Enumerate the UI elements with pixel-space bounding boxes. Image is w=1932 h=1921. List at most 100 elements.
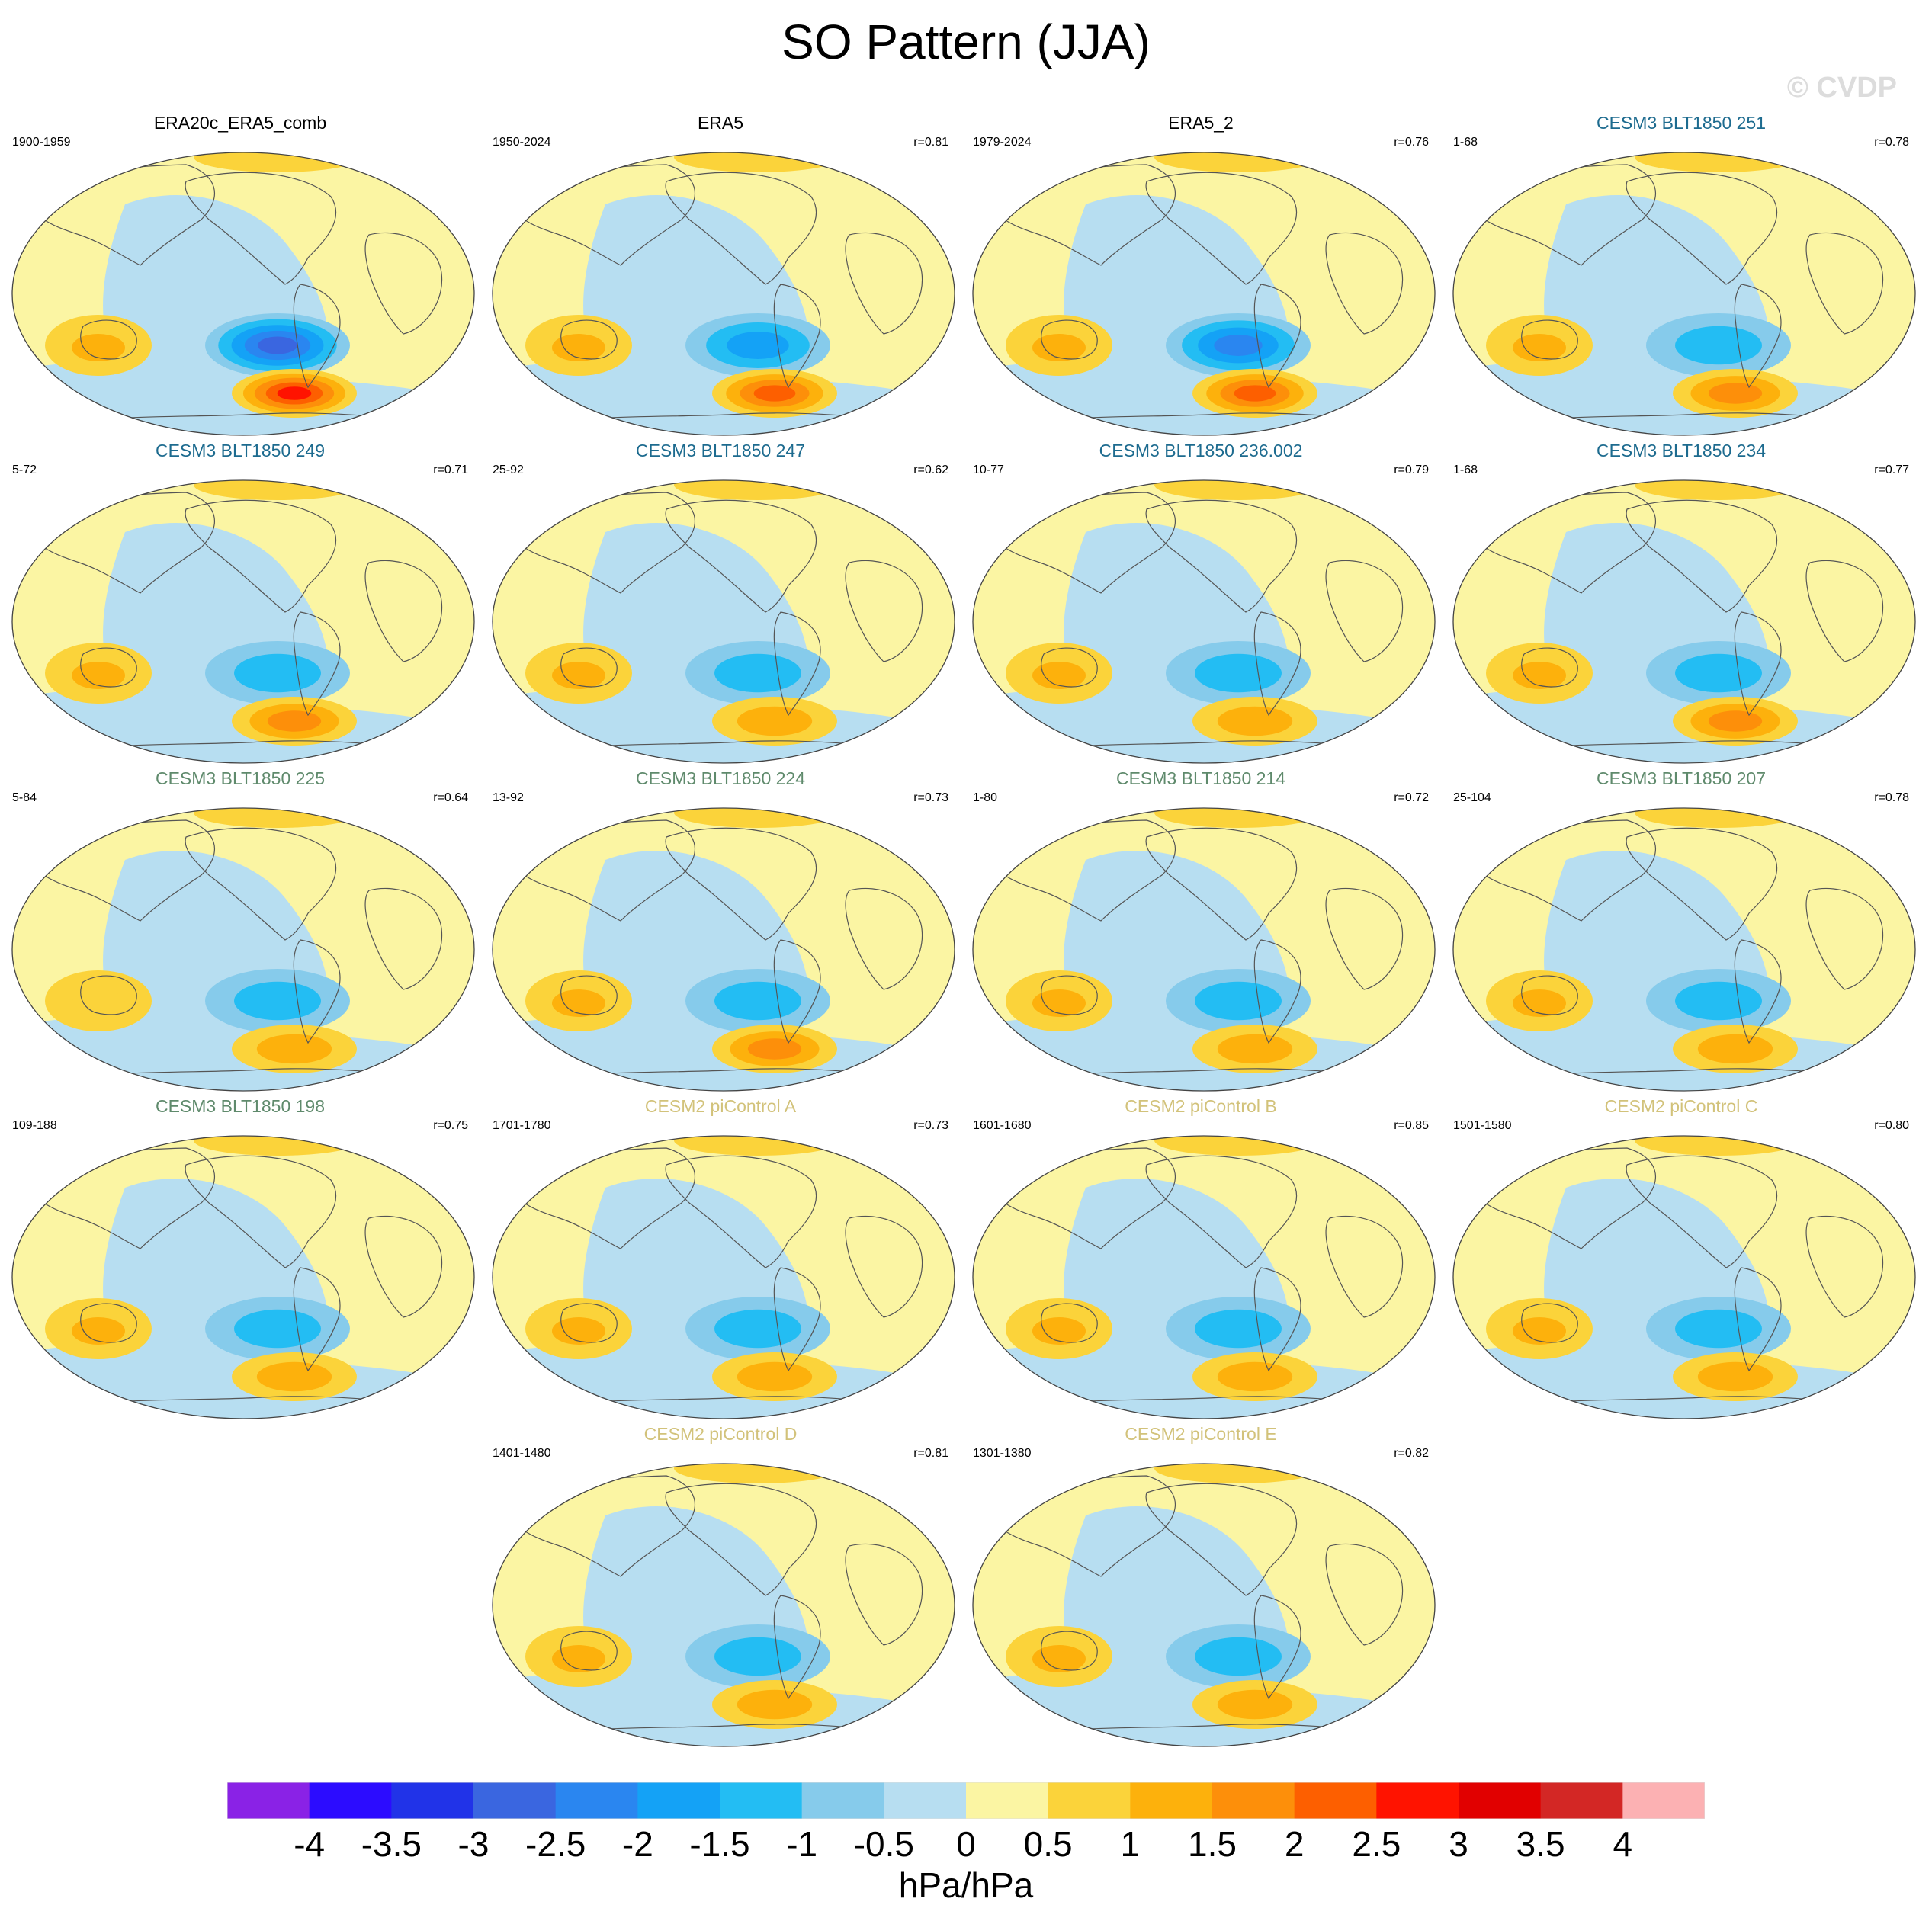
colorbar-box bbox=[966, 1782, 1049, 1819]
panel-title: ERA5 bbox=[697, 113, 744, 133]
colorbar-box bbox=[884, 1782, 967, 1819]
panel-title: CESM2 piControl C bbox=[1604, 1096, 1758, 1116]
colorbar-box bbox=[637, 1782, 720, 1819]
colorbar-units: hPa/hPa bbox=[898, 1865, 1034, 1905]
panel-period: 5-72 bbox=[12, 463, 37, 476]
map-panel: CESM3 BLT1850 224 13-92 r=0.73 bbox=[480, 768, 961, 1096]
colorbar-box bbox=[1376, 1782, 1459, 1819]
panel-period: 1-68 bbox=[1453, 136, 1478, 149]
colorbar-tick-label: -0.5 bbox=[853, 1824, 914, 1864]
colorbar-tick-label: 2 bbox=[1284, 1824, 1305, 1864]
map-panel: CESM3 BLT1850 249 5-72 r=0.71 bbox=[0, 441, 480, 768]
world-map bbox=[972, 1463, 1436, 1747]
world-map bbox=[972, 152, 1436, 436]
panel-correlation: r=0.80 bbox=[1874, 1119, 1909, 1132]
world-map bbox=[11, 479, 475, 764]
panel-title: CESM3 BLT1850 234 bbox=[1596, 441, 1767, 460]
panel-title: CESM3 BLT1850 224 bbox=[635, 768, 806, 788]
colorbar-tick-label: -3 bbox=[457, 1824, 489, 1864]
map-panel: CESM2 piControl D 1401-1480 r=0.81 bbox=[480, 1424, 961, 1752]
colorbar-box bbox=[1212, 1782, 1295, 1819]
panel-correlation: r=0.62 bbox=[913, 463, 948, 476]
panel-period: 25-92 bbox=[493, 463, 524, 476]
panel-period: 1601-1680 bbox=[973, 1119, 1032, 1132]
map-panel: CESM3 BLT1850 225 5-84 r=0.64 bbox=[0, 768, 480, 1096]
world-map bbox=[972, 1135, 1436, 1419]
colorbar-tick-label: 0.5 bbox=[1023, 1824, 1073, 1864]
panel-period: 1401-1480 bbox=[493, 1447, 551, 1460]
panel-correlation: r=0.76 bbox=[1394, 136, 1429, 149]
colorbar-box bbox=[473, 1782, 557, 1819]
world-map bbox=[1452, 807, 1916, 1092]
panel-title: ERA20c_ERA5_comb bbox=[153, 113, 327, 133]
colorbar-tick-label: 3.5 bbox=[1516, 1824, 1565, 1864]
panel-correlation: r=0.77 bbox=[1874, 463, 1909, 476]
figure-title: SO Pattern (JJA) bbox=[781, 14, 1151, 69]
panel-title: CESM3 BLT1850 236.002 bbox=[1099, 441, 1303, 460]
world-map bbox=[972, 807, 1436, 1092]
panel-period: 1900-1959 bbox=[12, 136, 71, 149]
colorbar-box bbox=[1459, 1782, 1542, 1819]
panel-period: 1950-2024 bbox=[493, 136, 551, 149]
panel-correlation: r=0.81 bbox=[913, 136, 948, 149]
watermark: © CVDP bbox=[1786, 72, 1897, 104]
colorbar-tick-label: 2.5 bbox=[1352, 1824, 1401, 1864]
world-map bbox=[492, 1135, 955, 1419]
panel-correlation: r=0.72 bbox=[1394, 791, 1429, 804]
world-map bbox=[1452, 479, 1916, 764]
world-map bbox=[1452, 1135, 1916, 1419]
panel-period: 25-104 bbox=[1453, 791, 1491, 804]
colorbar-box bbox=[1622, 1782, 1705, 1819]
panel-title: CESM3 BLT1850 198 bbox=[155, 1096, 326, 1116]
world-map bbox=[492, 1463, 955, 1747]
map-panel: CESM3 BLT1850 207 25-104 r=0.78 bbox=[1441, 768, 1921, 1096]
panel-period: 1-68 bbox=[1453, 463, 1478, 476]
panel-correlation: r=0.79 bbox=[1394, 463, 1429, 476]
panel-period: 1-80 bbox=[973, 791, 998, 804]
map-panel: CESM3 BLT1850 234 1-68 r=0.77 bbox=[1441, 441, 1921, 768]
colorbar-tick-label: 1 bbox=[1120, 1824, 1141, 1864]
colorbar-box bbox=[309, 1782, 392, 1819]
panel-period: 10-77 bbox=[973, 463, 1004, 476]
colorbar-tick-label: -3.5 bbox=[361, 1824, 422, 1864]
world-map bbox=[11, 807, 475, 1092]
panel-title: CESM3 BLT1850 247 bbox=[635, 441, 806, 460]
map-panel: CESM3 BLT1850 198 109-188 r=0.75 bbox=[0, 1096, 480, 1424]
panel-title: CESM3 BLT1850 225 bbox=[155, 768, 326, 788]
map-panel: CESM2 piControl B 1601-1680 r=0.85 bbox=[961, 1096, 1441, 1424]
colorbar-tick-label: -2 bbox=[621, 1824, 653, 1864]
colorbar-tick-label: -1.5 bbox=[689, 1824, 750, 1864]
panel-period: 109-188 bbox=[12, 1119, 57, 1132]
colorbar-tick-label: -4 bbox=[294, 1824, 326, 1864]
panel-title: CESM2 piControl D bbox=[643, 1424, 798, 1444]
colorbar-box bbox=[720, 1782, 803, 1819]
panel-correlation: r=0.71 bbox=[433, 463, 468, 476]
map-panel: CESM3 BLT1850 247 25-92 r=0.62 bbox=[480, 441, 961, 768]
panel-correlation: r=0.85 bbox=[1394, 1119, 1429, 1132]
colorbar-box bbox=[1294, 1782, 1377, 1819]
panel-title: ERA5_2 bbox=[1168, 113, 1234, 133]
world-map bbox=[11, 152, 475, 436]
colorbar-tick-label: -1 bbox=[786, 1824, 818, 1864]
panel-title: CESM3 BLT1850 251 bbox=[1596, 113, 1767, 133]
map-panel: ERA20c_ERA5_comb 1900-1959 bbox=[0, 113, 480, 441]
world-map bbox=[972, 479, 1436, 764]
panel-period: 1501-1580 bbox=[1453, 1119, 1512, 1132]
colorbar-box bbox=[227, 1782, 310, 1819]
world-map bbox=[492, 479, 955, 764]
colorbar-box bbox=[391, 1782, 474, 1819]
map-panel: CESM3 BLT1850 251 1-68 r=0.78 bbox=[1441, 113, 1921, 441]
map-panel: CESM2 piControl E 1301-1380 r=0.82 bbox=[961, 1424, 1441, 1752]
colorbar-tick-label: 3 bbox=[1449, 1824, 1468, 1864]
colorbar-tick-label: -2.5 bbox=[525, 1824, 586, 1864]
colorbar-tick-label: 0 bbox=[956, 1824, 976, 1864]
panel-title: CESM3 BLT1850 207 bbox=[1596, 768, 1767, 788]
colorbar-tick-label: 1.5 bbox=[1188, 1824, 1237, 1864]
world-map bbox=[492, 152, 955, 436]
map-panel: CESM2 piControl C 1501-1580 r=0.80 bbox=[1441, 1096, 1921, 1424]
colorbar-box bbox=[555, 1782, 638, 1819]
world-map bbox=[492, 807, 955, 1092]
map-panel: ERA5_2 1979-2024 r=0.76 bbox=[961, 113, 1441, 441]
panel-period: 1979-2024 bbox=[973, 136, 1032, 149]
panel-correlation: r=0.82 bbox=[1394, 1447, 1429, 1460]
